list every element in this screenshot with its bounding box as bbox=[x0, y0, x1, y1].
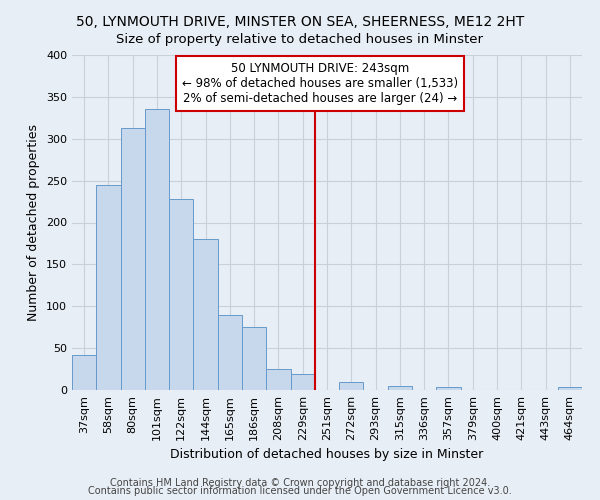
Bar bbox=[436, 386, 461, 390]
Text: Contains HM Land Registry data © Crown copyright and database right 2024.: Contains HM Land Registry data © Crown c… bbox=[110, 478, 490, 488]
Bar bbox=[242, 327, 266, 390]
X-axis label: Distribution of detached houses by size in Minster: Distribution of detached houses by size … bbox=[170, 448, 484, 462]
Bar bbox=[145, 110, 169, 390]
Bar bbox=[266, 369, 290, 390]
Bar bbox=[96, 185, 121, 390]
Bar bbox=[121, 128, 145, 390]
Bar bbox=[218, 314, 242, 390]
Text: 50 LYNMOUTH DRIVE: 243sqm
← 98% of detached houses are smaller (1,533)
2% of sem: 50 LYNMOUTH DRIVE: 243sqm ← 98% of detac… bbox=[182, 62, 458, 104]
Text: Contains public sector information licensed under the Open Government Licence v3: Contains public sector information licen… bbox=[88, 486, 512, 496]
Text: 50, LYNMOUTH DRIVE, MINSTER ON SEA, SHEERNESS, ME12 2HT: 50, LYNMOUTH DRIVE, MINSTER ON SEA, SHEE… bbox=[76, 15, 524, 29]
Bar bbox=[558, 388, 582, 390]
Bar bbox=[193, 240, 218, 390]
Text: Size of property relative to detached houses in Minster: Size of property relative to detached ho… bbox=[116, 32, 484, 46]
Bar bbox=[72, 355, 96, 390]
Bar bbox=[290, 374, 315, 390]
Y-axis label: Number of detached properties: Number of detached properties bbox=[28, 124, 40, 321]
Bar bbox=[388, 386, 412, 390]
Bar bbox=[169, 199, 193, 390]
Bar bbox=[339, 382, 364, 390]
